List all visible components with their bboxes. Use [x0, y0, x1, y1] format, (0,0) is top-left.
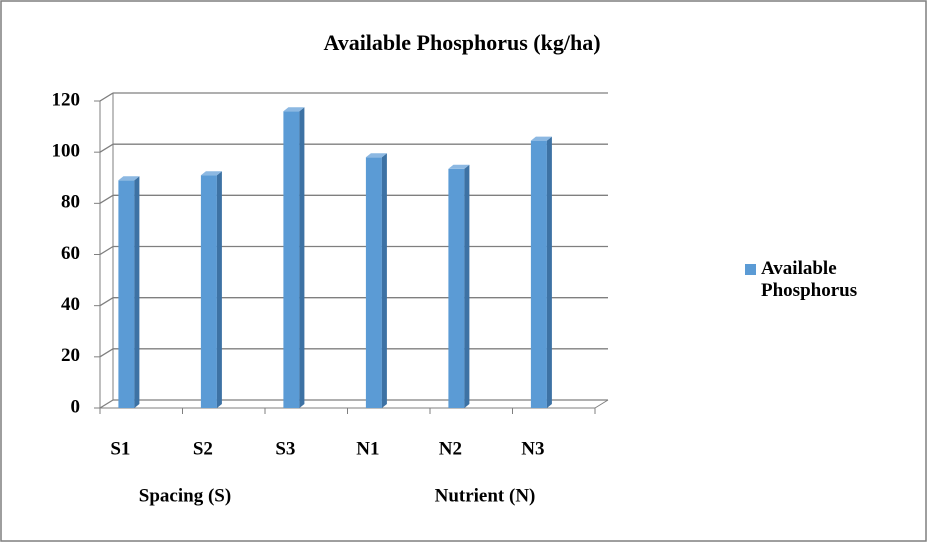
grid-line-side	[99, 399, 114, 409]
x-tick-label: S1	[110, 438, 130, 459]
y-tick-label: 80	[61, 192, 80, 213]
grid-line-side	[99, 348, 114, 358]
bar	[530, 136, 552, 408]
legend-swatch	[745, 264, 756, 275]
bar-side	[546, 136, 552, 408]
bar	[365, 153, 387, 408]
floor-right	[594, 399, 609, 409]
grid-line-side	[99, 143, 114, 153]
group-label: Nutrient (N)	[435, 485, 536, 506]
grid-line-side	[99, 297, 114, 307]
group-label: Spacing (S)	[139, 485, 231, 506]
y-tick-label: 60	[61, 243, 80, 264]
bar-front	[448, 168, 465, 408]
y-tick-label: 120	[52, 89, 81, 110]
y-tick-label: 20	[61, 345, 80, 366]
bar-top	[118, 176, 140, 181]
y-tick-label: 40	[61, 294, 80, 315]
y-tick-label: 100	[52, 141, 81, 162]
bar-top	[448, 164, 470, 169]
bar-side	[216, 171, 222, 408]
x-tick-label: S2	[193, 438, 213, 459]
x-tick-label: N1	[356, 438, 379, 459]
legend-label: Available Phosphorus	[761, 258, 858, 301]
grid-line-side	[99, 194, 114, 204]
bar-side	[381, 153, 387, 408]
bar-front	[530, 140, 547, 408]
bar-side	[464, 164, 470, 408]
chart-title: Available Phosphorus (kg/ha)	[323, 30, 600, 55]
x-tick-label: N2	[439, 438, 462, 459]
bar	[448, 164, 470, 408]
x-tick-label: N3	[521, 438, 544, 459]
bar	[283, 107, 305, 408]
bar	[200, 171, 222, 408]
bar-top	[200, 171, 222, 176]
bar-top	[530, 136, 552, 141]
bar-top	[283, 107, 305, 112]
bar-top	[365, 153, 387, 158]
bar-side	[299, 107, 305, 408]
grid-line-side	[99, 92, 114, 102]
bar-side	[134, 176, 140, 408]
bar-front	[200, 175, 217, 408]
bar-front	[118, 180, 135, 408]
bar	[118, 176, 140, 408]
y-tick-label: 0	[71, 396, 81, 417]
legend: Available Phosphorus	[745, 258, 905, 302]
bar-front	[365, 157, 382, 408]
bar-front	[283, 111, 300, 408]
x-tick-label: S3	[275, 438, 295, 459]
grid-line-side	[99, 245, 114, 256]
